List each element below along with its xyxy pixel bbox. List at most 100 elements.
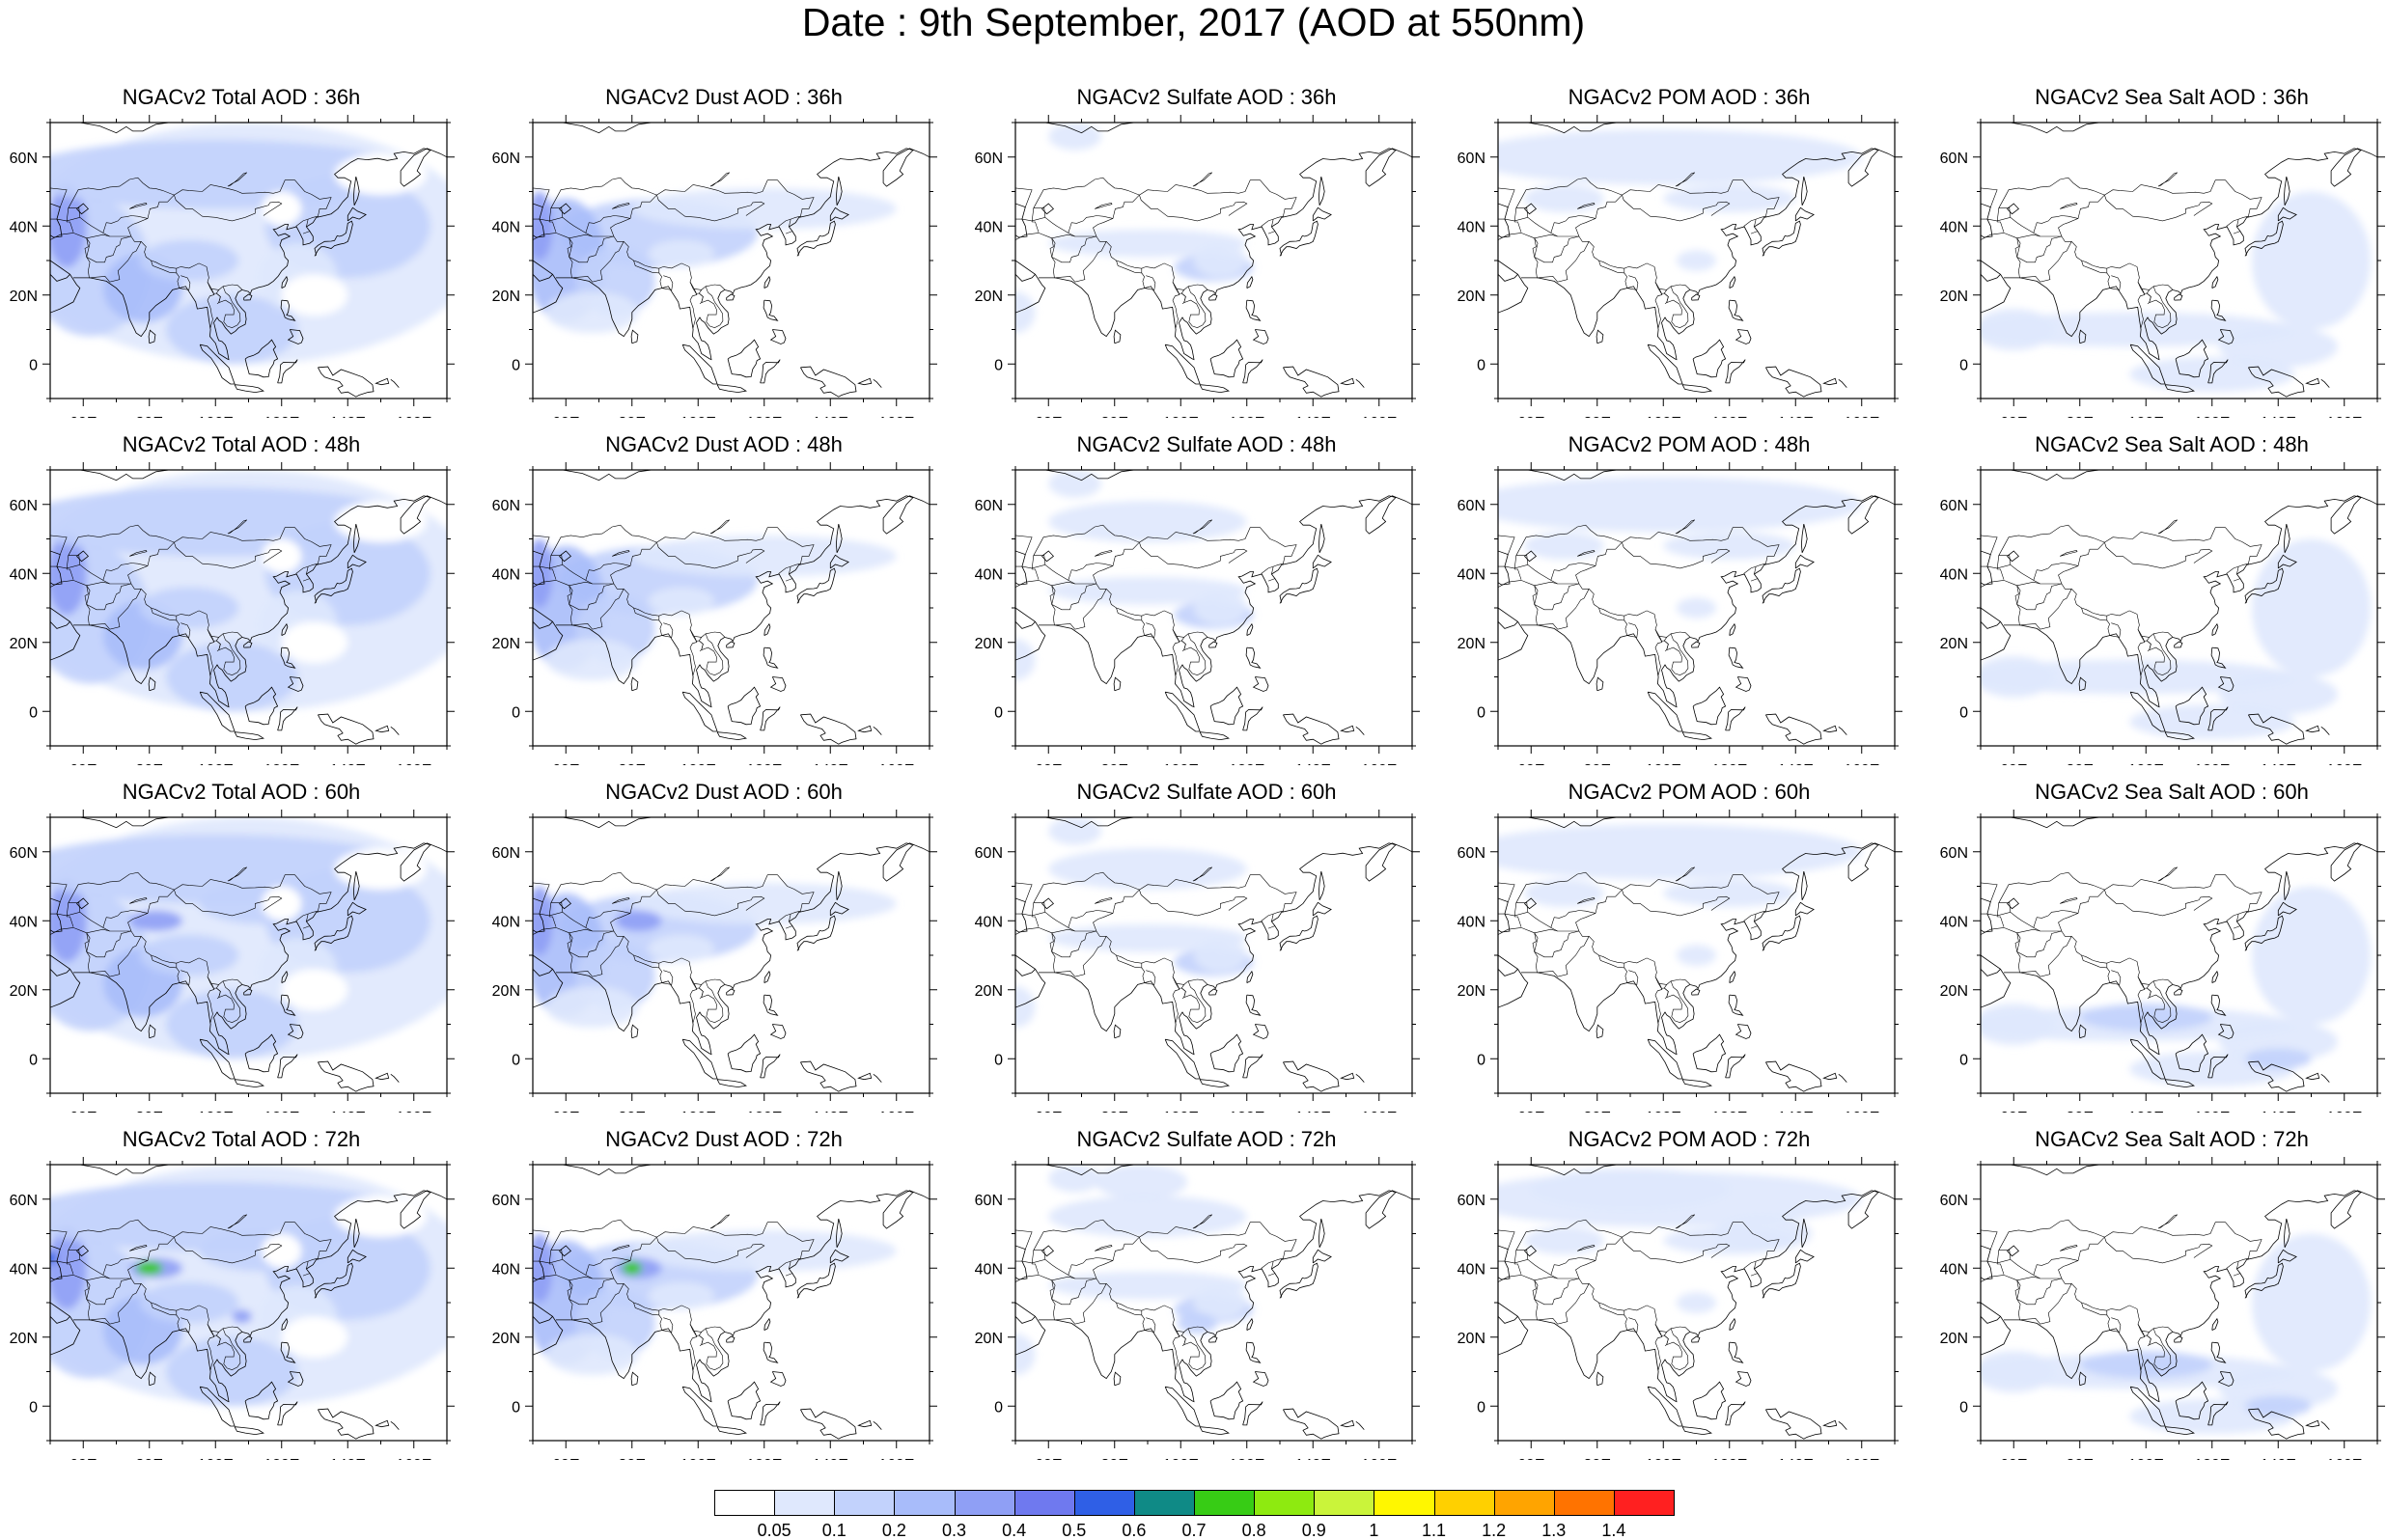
x-tick-label: 120E: [1229, 415, 1264, 418]
x-tick-label: 60E: [552, 1110, 579, 1113]
lake-outline: [612, 896, 630, 904]
lake-outline: [129, 202, 148, 209]
country-border: [1267, 1273, 1276, 1277]
map-panel-pom-2: NGACv2 POM AOD : 60h 60E 80E 100E 120E 140E 16…: [1448, 780, 1930, 1113]
country-border: [1015, 535, 1033, 555]
country-border: [2081, 954, 2108, 969]
coastline: [1208, 293, 1218, 301]
country-border: [533, 1258, 593, 1279]
x-tick-label: 80E: [619, 1110, 646, 1113]
country-border: [86, 1276, 242, 1333]
coastline: [1164, 1386, 1201, 1427]
map-plot: 60E 80E 100E 120E 140E 160E 60N 40N 20N 0: [492, 1157, 937, 1460]
country-border: [549, 916, 557, 927]
country-border: [1654, 976, 1663, 1023]
country-border: [533, 564, 593, 585]
coastline: [2283, 1218, 2290, 1248]
coastline: [533, 260, 564, 314]
country-border: [207, 629, 215, 675]
x-tick-label: 140E: [813, 762, 848, 765]
country-border: [1054, 241, 1107, 283]
y-tick-label: 0: [29, 1399, 38, 1416]
coastline: [1981, 954, 2012, 1008]
aod-field-patch: [50, 184, 87, 268]
aod-field-patch: [281, 621, 348, 664]
country-border: [89, 589, 142, 630]
country-border: [1534, 234, 1690, 290]
aod-field-patch: [1663, 879, 1796, 907]
aod-field-patch: [1663, 184, 1796, 212]
y-tick-label: 20N: [1940, 289, 1968, 305]
y-tick-label: 20N: [10, 289, 38, 305]
country-border: [127, 874, 332, 932]
lake-outline: [709, 866, 731, 882]
x-tick-label: 140E: [330, 1110, 366, 1113]
aod-field-patch: [334, 153, 428, 196]
coastline: [375, 377, 390, 386]
x-tick-label: 100E: [680, 1457, 716, 1460]
coastline: [79, 123, 170, 134]
country-border: [306, 1261, 309, 1270]
country-border: [102, 563, 149, 581]
country-border: [2146, 637, 2151, 651]
x-tick-label: 100E: [1163, 415, 1199, 418]
country-border: [1534, 581, 1690, 638]
lake-outline: [2060, 202, 2078, 209]
coastline: [1208, 988, 1218, 996]
coastline: [1794, 1249, 1815, 1264]
country-border: [215, 289, 221, 304]
coastline: [2248, 713, 2305, 745]
coastline: [2007, 1245, 2019, 1257]
coastline: [2283, 176, 2290, 206]
coastline: [1498, 273, 1518, 282]
country-border: [571, 589, 625, 630]
country-border: [66, 555, 81, 570]
coastline: [1765, 1060, 1822, 1092]
coastline: [559, 550, 571, 563]
country-border: [127, 179, 332, 237]
coastline: [829, 554, 849, 569]
coastline: [2078, 1371, 2087, 1387]
lake-outline: [227, 172, 248, 187]
x-tick-label: 100E: [198, 1457, 234, 1460]
coastline: [2164, 1079, 2195, 1088]
country-border: [1015, 1275, 1056, 1320]
coastline: [1596, 329, 1604, 344]
colorbar-label: 0.5: [1062, 1521, 1087, 1540]
coastline: [1283, 1060, 1340, 1092]
aod-field-patch: [2218, 1367, 2338, 1410]
y-tick-label: 40N: [975, 914, 1003, 930]
country-border: [698, 637, 704, 651]
aod-field-patch: [615, 910, 662, 931]
coastline: [2164, 731, 2195, 741]
country-border: [2014, 930, 2062, 958]
lake-outline: [1192, 1214, 1213, 1229]
country-border: [2106, 619, 2122, 638]
country-border: [785, 231, 793, 234]
coastline: [1039, 495, 1412, 708]
x-tick-label: 160E: [1361, 762, 1397, 765]
country-border: [2137, 1324, 2146, 1370]
colorbar-label: 0.7: [1181, 1521, 1207, 1540]
coastline: [681, 344, 718, 385]
y-tick-label: 20N: [975, 636, 1003, 652]
colorbar-swatch: [834, 1490, 896, 1516]
country-border: [1981, 216, 2040, 237]
coastline: [556, 148, 930, 361]
x-tick-label: 80E: [1584, 1457, 1611, 1460]
country-border: [2104, 890, 2213, 917]
aod-field-patch: [2245, 1048, 2312, 1069]
country-border: [1515, 177, 1623, 208]
coastline: [76, 550, 89, 563]
y-tick-label: 0: [512, 704, 520, 721]
coastline: [763, 275, 771, 289]
country-border: [1180, 984, 1186, 999]
coastline: [1498, 954, 1529, 1008]
x-tick-label: 140E: [2261, 1457, 2296, 1460]
country-border: [1754, 914, 1757, 922]
coastline: [533, 607, 564, 661]
y-tick-label: 60N: [492, 498, 520, 514]
coastline: [1044, 123, 1135, 134]
x-tick-label: 160E: [2326, 1457, 2362, 1460]
colorbar-swatch: [1314, 1490, 1375, 1516]
